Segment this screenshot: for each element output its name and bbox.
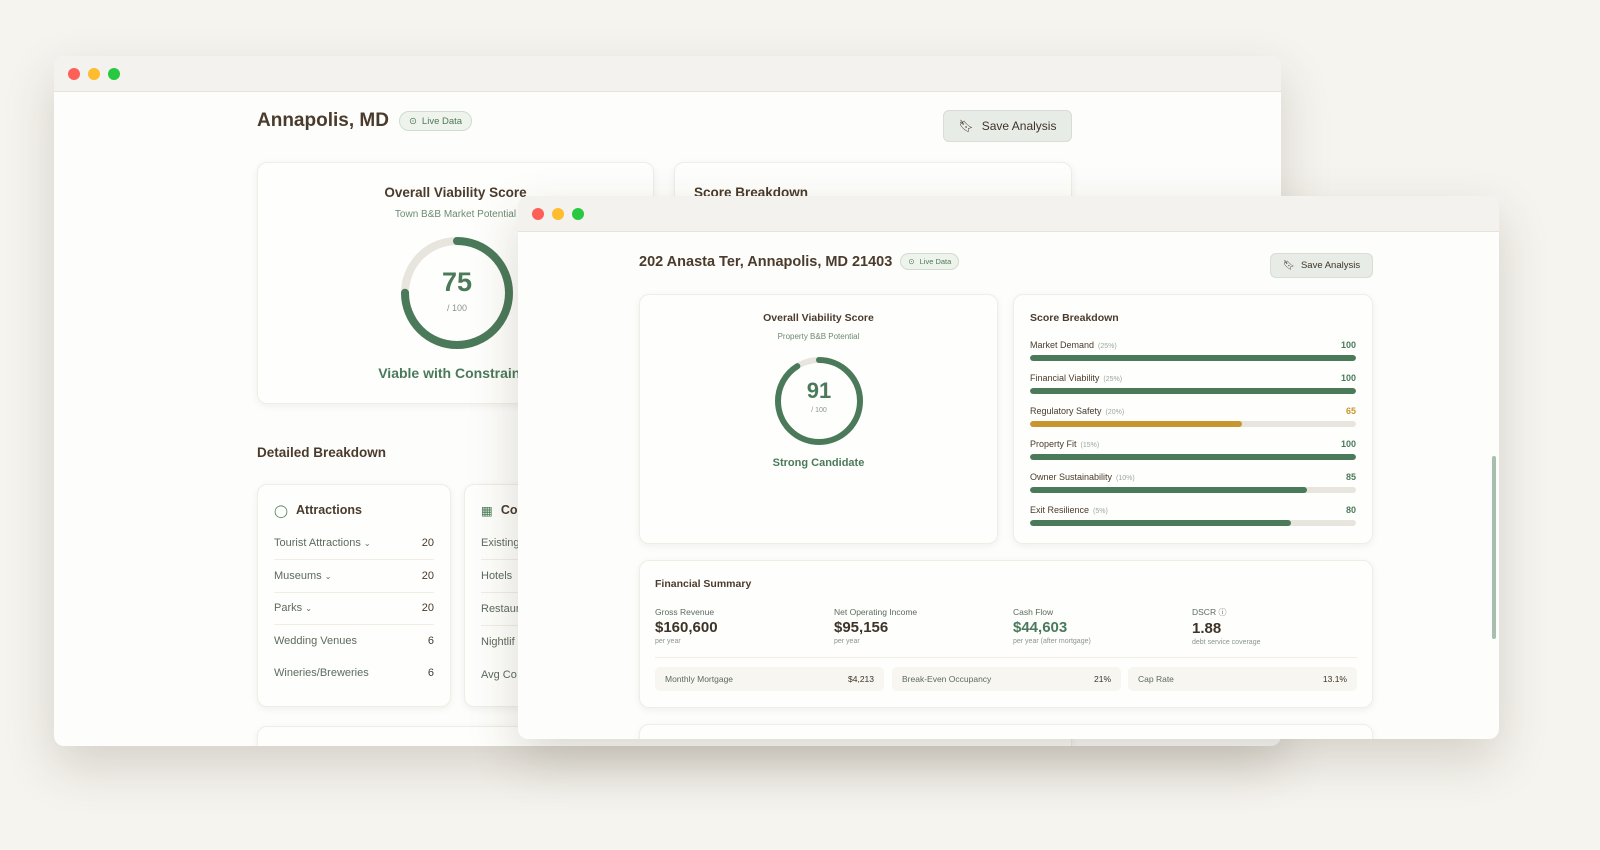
financial-metric: Net Operating Income $95,156 per year — [834, 607, 918, 645]
card-subtitle: Property B&B Potential — [777, 332, 860, 341]
progress-track — [1030, 454, 1356, 460]
check-circle-icon: ⊙ — [908, 257, 915, 266]
score-gauge — [401, 237, 513, 349]
page-header: Annapolis, MD ⊙ Live Data — [257, 110, 473, 132]
save-analysis-button[interactable]: 🔖︎ Save Analysis — [1270, 253, 1373, 278]
title-bar — [518, 196, 1499, 232]
score-bar-item: Market Demand (25%) 100 — [1030, 340, 1356, 361]
financial-summary-card: Financial Summary Gross Revenue $160,600 p… — [639, 560, 1373, 708]
gauge-fill — [775, 357, 863, 445]
map-pin-icon: ◯ — [274, 504, 288, 518]
bookmark-icon: 🔖︎ — [958, 119, 974, 133]
maximize-button[interactable] — [108, 68, 120, 80]
page-header: 202 Anasta Ter, Annapolis, MD 21403 ⊙ Liv… — [639, 253, 960, 270]
list-item: Wineries/Breweries 6 — [274, 667, 434, 679]
chevron-down-icon: ⌄ — [324, 571, 332, 581]
gauge-fill — [401, 237, 513, 349]
score-max: / 100 — [811, 407, 827, 414]
section-title: Detailed Breakdown — [257, 445, 387, 460]
next-section-card — [639, 724, 1373, 739]
progress-fill — [1030, 355, 1356, 361]
card-title: Financial Summary — [655, 578, 752, 590]
score-bar-item: Regulatory Safety (20%) 65 — [1030, 406, 1356, 427]
scrollbar[interactable] — [1492, 456, 1496, 639]
list-item[interactable]: Museums ⌄ 20 — [274, 570, 434, 593]
attractions-card: ◯ Attractions Tourist Attractions ⌄ 20 Muse… — [257, 484, 451, 707]
title-bar — [54, 56, 1281, 92]
progress-track — [1030, 355, 1356, 361]
score-bar-item: Property Fit (15%) 100 — [1030, 439, 1356, 460]
page-title: 202 Anasta Ter, Annapolis, MD 21403 — [639, 253, 893, 270]
save-analysis-button[interactable]: 🔖︎ Save Analysis — [943, 110, 1072, 142]
building-icon: ▦ — [481, 504, 493, 518]
score-verdict: Strong Candidate — [772, 457, 865, 469]
financial-metric: Gross Revenue $160,600 per year — [655, 607, 718, 645]
score-bar-item: Financial Viability (25%) 100 — [1030, 373, 1356, 394]
financial-metric: Cash Flow $44,603 per year (after mortgage… — [1013, 607, 1091, 645]
divider — [655, 657, 1357, 658]
info-icon[interactable]: ⓘ — [1218, 608, 1227, 617]
chevron-down-icon: ⌄ — [305, 604, 312, 613]
mini-metric: Cap Rate 13.1% — [1128, 667, 1357, 691]
score-value: 75 — [441, 267, 473, 297]
progress-track — [1030, 487, 1356, 493]
progress-track — [1030, 388, 1356, 394]
list-item: Nightlif — [481, 636, 515, 648]
minimize-button[interactable] — [552, 208, 564, 220]
live-data-badge: ⊙ Live Data — [900, 253, 960, 270]
mini-metric: Monthly Mortgage $4,213 — [655, 667, 884, 691]
score-max: / 100 — [446, 303, 468, 313]
score-verdict: Viable with Constraints — [378, 365, 533, 381]
viability-score-card: Overall Viability Score Property B&B Pot… — [639, 294, 998, 544]
score-bar-item: Owner Sustainability (10%) 85 — [1030, 472, 1356, 493]
list-item[interactable]: Tourist Attractions ⌄ 20 — [274, 537, 434, 560]
chevron-down-icon: ⌄ — [363, 539, 371, 548]
progress-fill — [1030, 487, 1308, 493]
live-data-badge: ⊙ Live Data — [398, 111, 473, 131]
card-title: Score Breakdown — [1030, 312, 1119, 324]
progress-fill — [1030, 388, 1356, 394]
bookmark-icon: 🔖︎ — [1282, 260, 1295, 271]
front-window: 202 Anasta Ter, Annapolis, MD 21403 ⊙ Liv… — [518, 196, 1499, 739]
score-gauge — [775, 357, 863, 445]
card-title: Overall Viability Score — [384, 185, 527, 200]
page-title: Annapolis, MD — [257, 110, 389, 131]
progress-fill — [1030, 454, 1356, 460]
maximize-button[interactable] — [572, 208, 584, 220]
card-title: Overall Viability Score — [763, 312, 874, 324]
list-item: Avg Co — [481, 669, 517, 681]
financial-metric: DSCR ⓘ 1.88 debt service coverage — [1192, 607, 1261, 646]
close-button[interactable] — [532, 208, 544, 220]
close-button[interactable] — [68, 68, 80, 80]
progress-fill — [1030, 520, 1291, 526]
minimize-button[interactable] — [88, 68, 100, 80]
check-circle-icon: ⊙ — [408, 115, 417, 127]
mini-metric: Break-Even Occupancy 21% — [892, 667, 1121, 691]
card-subtitle: Town B&B Market Potential — [394, 209, 517, 220]
score-bar-item: Exit Resilience (5%) 80 — [1030, 505, 1356, 526]
list-item: Wedding Venues 6 — [274, 634, 434, 647]
score-value: 91 — [806, 378, 832, 403]
score-breakdown-card: Score Breakdown Market Demand (25%) 100 Fin… — [1013, 294, 1373, 544]
progress-track — [1030, 520, 1356, 526]
list-item[interactable]: Parks ⌄ 20 — [274, 602, 434, 625]
progress-fill — [1030, 421, 1242, 427]
progress-track — [1030, 421, 1356, 427]
